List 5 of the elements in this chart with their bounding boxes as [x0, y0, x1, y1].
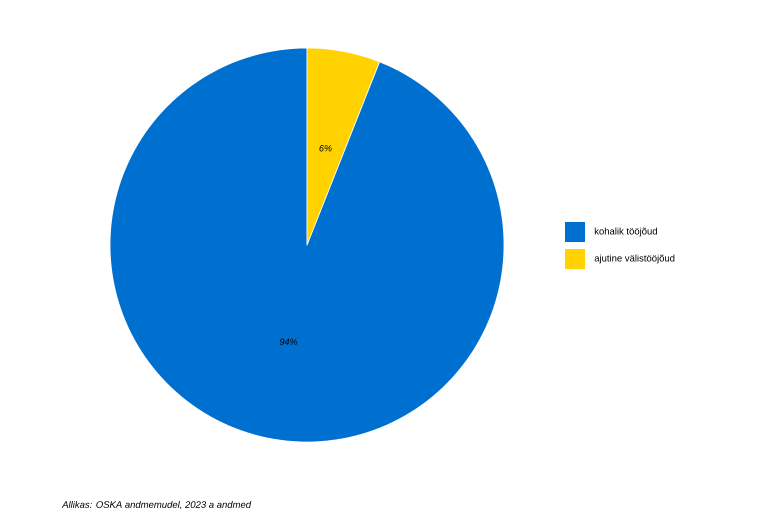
data-label: 6%	[319, 145, 332, 152]
legend-label: ajutine välistööjõud	[594, 254, 674, 264]
legend-label: kohalik tööjõud	[594, 228, 657, 236]
text: Allikas: OSKA andmemudel, 2023 a andmed	[62, 500, 252, 510]
data-label: 94%	[280, 338, 298, 345]
